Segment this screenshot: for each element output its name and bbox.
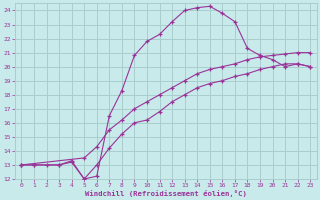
- X-axis label: Windchill (Refroidissement éolien,°C): Windchill (Refroidissement éolien,°C): [85, 190, 247, 197]
